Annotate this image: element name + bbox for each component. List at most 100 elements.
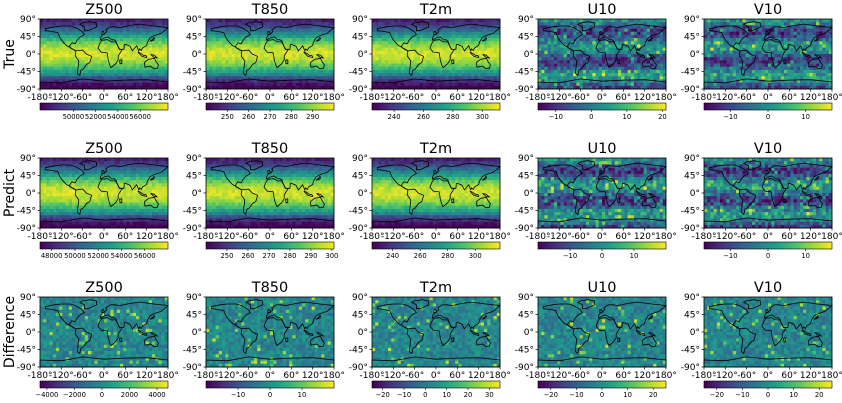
colorbar-tick-label: −20 <box>710 391 724 399</box>
lon-tick-label: -60° <box>405 232 424 242</box>
lon-tick-label: -120° <box>547 371 572 381</box>
lon-tick-label: -180° <box>526 371 551 381</box>
panel-difference-u10: U10 90° 45° 0° -45° -90°-180°-120° -60° 0° 60° 12… <box>515 280 677 399</box>
panel-title: T2m <box>419 141 452 157</box>
colorbar-tick-label: 0 <box>268 391 272 399</box>
coastline-uk <box>765 308 770 314</box>
lon-tick-label: 180° <box>323 232 345 242</box>
lat-tick-label: -45° <box>515 346 534 356</box>
colorbar-tick-label: 56000 <box>129 113 151 121</box>
colorbar-tick-label: −10 <box>397 391 411 399</box>
coastline-greenland <box>742 21 762 32</box>
lon-tick-label: 0° <box>431 371 441 381</box>
coastline-uk <box>599 30 604 36</box>
colorbar <box>703 380 833 389</box>
coastline-madagascar <box>783 198 787 204</box>
lat-tick-label: 90° <box>518 154 534 164</box>
heatmap-field <box>206 19 335 90</box>
colorbar-tick-label: 300 <box>469 252 482 260</box>
lon-tick-label: 0° <box>431 93 441 103</box>
panel-title: U10 <box>587 141 616 157</box>
lon-tick-label: 60° <box>615 371 631 381</box>
coastline-australia <box>642 57 657 70</box>
coastline-japan <box>813 37 819 42</box>
coastline-new-guinea <box>150 54 159 59</box>
coastline-uk <box>765 169 770 175</box>
lon-tick-label: -180° <box>194 371 219 381</box>
lon-tick-label: 120° <box>468 371 490 381</box>
lat-tick-label: 90° <box>186 154 202 164</box>
lat-tick-label: 90° <box>684 293 700 303</box>
coastline-indonesia <box>303 190 314 198</box>
coastline-indonesia <box>635 329 646 337</box>
lat-tick-label: -45° <box>349 346 368 356</box>
lon-tick-label: 120° <box>634 232 656 242</box>
coastline-south-america <box>572 49 591 77</box>
colorbar-tick-label: 280 <box>283 252 296 260</box>
lat-tick-label: 0° <box>358 328 368 338</box>
lat-tick-label: 90° <box>20 15 36 25</box>
lon-tick-label: 180° <box>821 93 842 103</box>
lat-tick-label: 90° <box>186 293 202 303</box>
lat-tick-label: 45° <box>352 311 368 321</box>
lat-tick-label: 45° <box>186 311 202 321</box>
lon-tick-label: 120° <box>302 232 324 242</box>
coastline-indonesia <box>469 329 480 337</box>
coastline-australia <box>642 335 657 348</box>
lon-tick-label: -60° <box>405 93 424 103</box>
coastline-north-america <box>44 164 85 191</box>
lon-tick-label: -180° <box>692 93 717 103</box>
lon-tick-label: 120° <box>302 371 324 381</box>
coastline-new-guinea <box>316 332 325 337</box>
colorbar-tick-label: 270 <box>264 113 277 121</box>
colorbar-tick-label: 50000 <box>64 252 86 260</box>
coastline-africa <box>595 317 621 347</box>
lon-tick-label: -120° <box>713 232 738 242</box>
lon-tick-label: 60° <box>117 371 133 381</box>
coastline-africa <box>761 317 787 347</box>
coastline-north-america <box>708 25 749 52</box>
lon-tick-label: -120° <box>713 93 738 103</box>
lon-tick-label: 0° <box>763 232 773 242</box>
coastline-africa <box>761 39 787 69</box>
coastline-japan <box>149 37 155 42</box>
coastline-africa <box>429 39 455 69</box>
coastline-south-america <box>572 188 591 216</box>
coastline-japan <box>813 315 819 320</box>
coastline-africa <box>263 317 289 347</box>
coastline-south-america <box>738 188 757 216</box>
lon-tick-label: 180° <box>157 371 179 381</box>
colorbar-tick-label: 30 <box>485 391 494 399</box>
lon-tick-label: 120° <box>800 371 822 381</box>
coastline-greenland <box>410 299 430 310</box>
coastline-uk <box>267 169 272 175</box>
coastline-north-america <box>44 25 85 52</box>
coastline-new-guinea <box>150 332 159 337</box>
lon-tick-label: 180° <box>489 232 511 242</box>
heatmap-field <box>538 297 667 368</box>
coastline-africa <box>263 178 289 208</box>
lon-tick-label: -120° <box>547 93 572 103</box>
panel-predict-t2m: T2m 90° 45° 0° -45° -90°-180°-120° -60° 0° 60° 12… <box>349 141 511 260</box>
lon-tick-label: 60° <box>283 371 299 381</box>
lat-tick-label: -90° <box>681 85 700 95</box>
coastline-africa <box>263 39 289 69</box>
coastline-madagascar <box>119 198 123 204</box>
lon-tick-label: 180° <box>655 371 677 381</box>
lat-tick-label: 90° <box>518 293 534 303</box>
lat-tick-label: -45° <box>681 68 700 78</box>
colorbar-tick-label: −10 <box>723 252 737 260</box>
lat-tick-label: 0° <box>26 328 36 338</box>
coastline-south-america <box>240 327 259 355</box>
lon-tick-label: -60° <box>571 232 590 242</box>
coastline-greenland <box>244 160 264 171</box>
coastline-africa <box>595 178 621 208</box>
coastline-africa <box>97 317 123 347</box>
lon-tick-label: 120° <box>800 93 822 103</box>
coastline-madagascar <box>451 337 455 343</box>
panel-title: Z500 <box>85 2 123 18</box>
lat-tick-label: 90° <box>352 293 368 303</box>
coastline-greenland <box>742 299 762 310</box>
